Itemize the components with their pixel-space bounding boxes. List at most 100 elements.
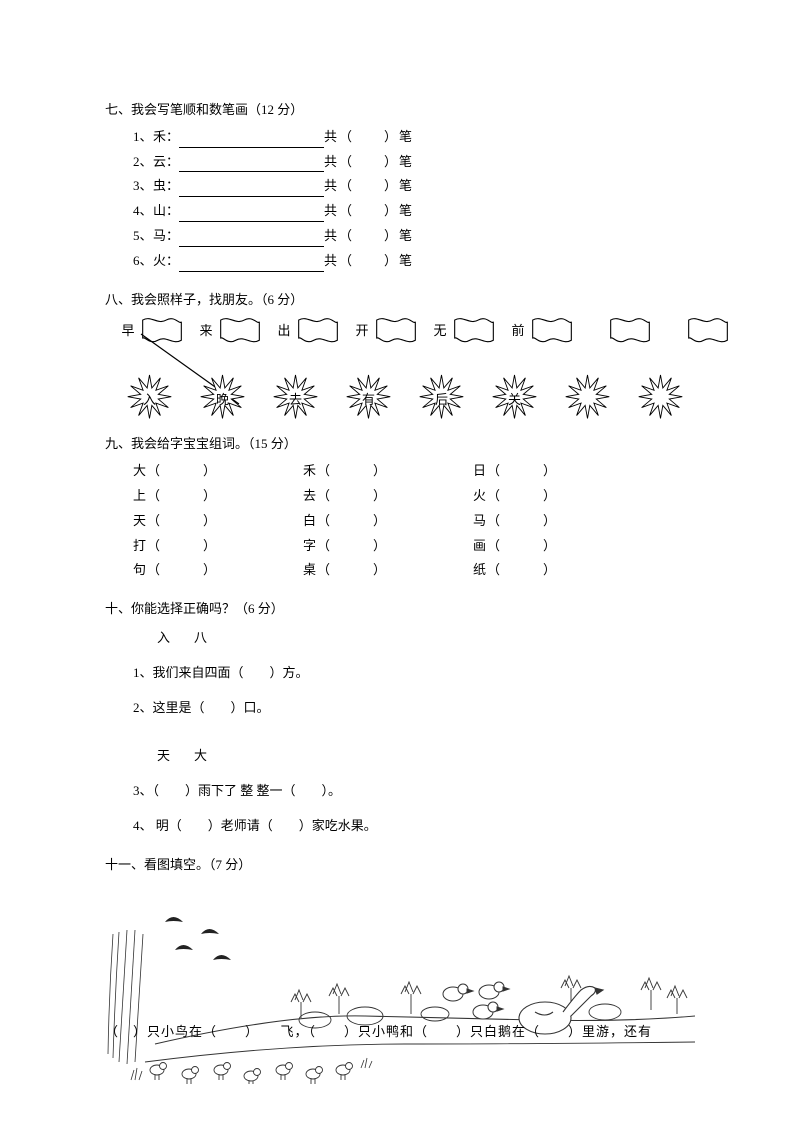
stroke-suffix: 共（ ）笔 [324,201,414,222]
star-label: 去 [261,390,330,411]
q9-cell: 纸（ ） [473,560,643,581]
q9-paren[interactable]: （ ） [317,560,387,581]
q9-char: 字 [303,536,317,557]
q10-opts-2: 天大 [157,746,695,767]
section-10: 十、你能选择正确吗？（6 分） 入八 1、我们来自四面（ ）方。 2、这里是（ … [105,599,695,837]
item-char: 山： [153,201,179,222]
q9-cell: 天（ ） [133,511,303,532]
item-char: 火： [153,251,179,272]
item-char: 马： [153,226,179,247]
q9-paren[interactable]: （ ） [487,461,557,482]
flag-item [661,316,729,346]
q9-char: 日 [473,461,487,482]
star-label: 关 [480,390,549,411]
star-label: 入 [115,390,184,411]
stroke-suffix: 共（ ）笔 [324,226,414,247]
q9-paren[interactable]: （ ） [147,486,217,507]
q9-cell: 桌（ ） [303,560,473,581]
star-item [626,374,695,424]
blank-line[interactable] [179,183,324,197]
flag-label: 前 [505,321,531,342]
blank-line[interactable] [179,208,324,222]
q10-line-2: 2、这里是（ ）口。 [133,698,695,719]
section-7: 七、我会写笔顺和数笔画（12 分） 1、禾：共（ ）笔2、云：共（ ）笔3、虫：… [105,100,695,272]
stroke-row: 5、马： 共（ ）笔 [133,226,695,247]
q9-row: 句（ ）桌（ ）纸（ ） [133,560,695,581]
q9-cell: 打（ ） [133,536,303,557]
q9-paren[interactable]: （ ） [147,536,217,557]
blank-line[interactable] [179,258,324,272]
q9-paren[interactable]: （ ） [487,536,557,557]
item-number: 6、 [133,251,153,272]
q11-heading: 十一、看图填空。（7 分） [105,855,695,876]
q9-char: 画 [473,536,487,557]
q9-paren[interactable]: （ ） [147,461,217,482]
q9-char: 白 [303,511,317,532]
stroke-suffix: 共（ ）笔 [324,251,414,272]
q9-row: 天（ ）白（ ）马（ ） [133,511,695,532]
q10-opts-1: 入八 [157,628,695,649]
q10-line-4: 4、 明（ ）老师请（ ）家吃水果。 [133,816,695,837]
q10-heading: 十、你能选择正确吗？（6 分） [105,599,695,620]
q9-cell: 禾（ ） [303,461,473,482]
item-number: 4、 [133,201,153,222]
q9-paren[interactable]: （ ） [487,511,557,532]
q9-paren[interactable]: （ ） [487,486,557,507]
item-number: 5、 [133,226,153,247]
q9-paren[interactable]: （ ） [147,560,217,581]
flag-label: 早 [115,321,141,342]
q9-paren[interactable]: （ ） [317,486,387,507]
star-label: 有 [334,390,403,411]
blank-line[interactable] [179,134,324,148]
stroke-suffix: 共（ ）笔 [324,127,414,148]
q9-paren[interactable]: （ ） [317,511,387,532]
q9-paren[interactable]: （ ） [487,560,557,581]
q9-char: 打 [133,536,147,557]
stroke-row: 4、山： 共（ ）笔 [133,201,695,222]
item-char: 云： [153,152,179,173]
q9-paren[interactable]: （ ） [147,511,217,532]
q10-line-3: 3、（ ）雨下了 整 整一（ ）。 [133,781,695,802]
star-item: 入 [115,374,184,424]
q9-char: 去 [303,486,317,507]
q7-heading: 七、我会写笔顺和数笔画（12 分） [105,100,695,121]
q9-paren[interactable]: （ ） [317,461,387,482]
stroke-suffix: 共（ ）笔 [324,152,414,173]
flag-item: 早 [115,316,183,346]
star-item: 关 [480,374,549,424]
blank-line[interactable] [179,233,324,247]
q8-heading: 八、我会照样子，找朋友。（6 分） [105,290,695,311]
q9-row: 大（ ）禾（ ）日（ ） [133,461,695,482]
item-char: 禾： [153,127,179,148]
flag-label: 无 [427,321,453,342]
star-item: 有 [334,374,403,424]
star-item: 去 [261,374,330,424]
section-8: 八、我会照样子，找朋友。（6 分） 早来出开无前 入晚去有后关 [105,290,695,425]
q9-cell: 去（ ） [303,486,473,507]
flag-item: 无 [427,316,495,346]
flag-item: 前 [505,316,573,346]
q9-cell: 句（ ） [133,560,303,581]
q9-paren[interactable]: （ ） [317,536,387,557]
q9-char: 火 [473,486,487,507]
q9-char: 禾 [303,461,317,482]
blank-line[interactable] [179,158,324,172]
q9-char: 纸 [473,560,487,581]
stroke-row: 2、云：共（ ）笔 [133,152,695,173]
q9-grid: 大（ ）禾（ ）日（ ）上（ ）去（ ）火（ ）天（ ）白（ ）马（ ）打（ ）… [133,461,695,581]
q10-line-1: 1、我们来自四面（ ）方。 [133,663,695,684]
q9-cell: 火（ ） [473,486,643,507]
item-number: 1、 [133,127,153,148]
q9-cell: 上（ ） [133,486,303,507]
q9-char: 马 [473,511,487,532]
flag-item: 出 [271,316,339,346]
q9-char: 上 [133,486,147,507]
flag-item: 来 [193,316,261,346]
star-item [553,374,622,424]
q9-char: 天 [133,511,147,532]
q9-row: 打（ ）字（ ）画（ ） [133,536,695,557]
q9-char: 桌 [303,560,317,581]
stroke-suffix: 共（ ）笔 [324,176,414,197]
q8-top-row: 早 来出开 无 前 [115,316,695,346]
flag-label: 开 [349,321,375,342]
